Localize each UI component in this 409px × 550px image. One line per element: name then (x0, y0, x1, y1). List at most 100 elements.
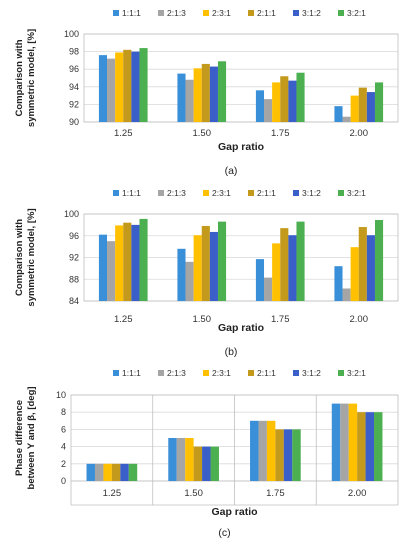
bar-2-1-3-1.25 (107, 241, 116, 301)
bar-2-3-1-2.00 (348, 403, 358, 481)
bar-3-1-2-1.75 (283, 429, 293, 481)
bar-2-1-3-1.75 (264, 277, 273, 301)
legend-swatch-2-1-3 (158, 370, 164, 376)
legend-swatch-3-1-2 (293, 10, 299, 16)
bar-2-1-1-1.75 (275, 429, 284, 481)
bar-3-1-2-1.25 (131, 51, 140, 122)
bar-2-3-1-1.25 (115, 52, 124, 123)
y-tick-label: 10 (56, 390, 66, 400)
y-tick-label: 6 (61, 424, 66, 434)
y-tick-label: 96 (69, 64, 79, 74)
legend-label: 1:1:1 (122, 188, 141, 198)
legend-swatch-2-1-1 (248, 190, 254, 196)
legend-label: 2:1:1 (257, 8, 276, 18)
bar-3-2-1-2.00 (374, 412, 383, 481)
y-tick-label: 2 (61, 459, 66, 469)
bar-2-3-1-1.75 (266, 420, 276, 481)
legend-swatch-2-1-1 (248, 370, 254, 376)
legend-swatch-3-2-1 (338, 190, 344, 196)
bar-2-1-3-1.50 (176, 438, 186, 481)
bar-2-3-1-1.75 (272, 82, 281, 122)
bar-2-3-1-1.25 (115, 225, 124, 301)
bar-3-2-1-1.50 (210, 446, 219, 481)
bar-2-3-1-2.00 (350, 95, 359, 122)
bar-3-1-2-2.00 (366, 92, 375, 122)
bar-1-1-1-1.25 (98, 234, 108, 301)
bar-3-1-2-1.50 (209, 66, 218, 122)
bar-2-1-1-1.75 (280, 76, 289, 122)
bar-2-3-1-2.00 (350, 247, 359, 301)
bar-2-1-1-2.00 (358, 87, 367, 122)
y-tick-label: 98 (69, 47, 79, 57)
bar-1-1-1-1.25 (86, 463, 95, 481)
legend-label: 3:2:1 (347, 8, 366, 18)
x-axis-label: Gap ratio (211, 506, 257, 518)
x-tick-label: 2.00 (348, 488, 367, 499)
legend-label: 2:1:1 (257, 188, 276, 198)
legend-swatch-1-1-1 (113, 190, 119, 196)
bar-1-1-1-1.75 (255, 259, 265, 301)
bar-3-2-1-1.75 (292, 429, 301, 481)
bar-2-1-1-1.50 (193, 446, 203, 481)
bar-3-2-1-2.00 (374, 219, 384, 301)
bar-3-2-1-1.25 (139, 218, 148, 301)
bar-3-2-1-2.00 (374, 82, 384, 122)
legend-label: 1:1:1 (122, 8, 141, 18)
bar-2-1-1-1.75 (280, 228, 289, 301)
legend-swatch-2-1-1 (248, 10, 254, 16)
bar-1-1-1-1.75 (255, 90, 265, 122)
y-tick-label: 88 (69, 274, 79, 284)
bar-2-3-1-1.50 (185, 438, 194, 481)
bar-3-1-2-2.00 (365, 412, 375, 481)
legend-label: 3:1:2 (302, 368, 321, 378)
bar-2-1-3-1.50 (185, 79, 194, 122)
bar-1-1-1-2.00 (334, 106, 343, 122)
y-tick-label: 94 (69, 82, 79, 92)
bar-2-1-1-1.50 (201, 225, 210, 301)
x-axis-label: Gap ratio (218, 322, 264, 334)
legend-swatch-3-1-2 (293, 370, 299, 376)
y-tick-label: 84 (69, 296, 79, 306)
bar-2-1-3-2.00 (342, 116, 351, 122)
x-tick-label: 1.75 (271, 314, 290, 325)
legend-swatch-2-3-1 (203, 10, 209, 16)
y-tick-label: 96 (69, 231, 79, 241)
chart-panel-1: 1:1:1 2:1:3 2:3:1 2:1:1 3:1:2 3:2:1 90 92 94 96 98… (14, 8, 399, 177)
y-tick-label: 92 (69, 99, 79, 109)
bar-3-1-2-1.50 (202, 446, 211, 481)
bar-2-1-1-2.00 (358, 227, 367, 301)
bar-2-1-3-1.25 (94, 463, 104, 481)
y-axis-label: Comparison withsymmetric model, [%] (14, 208, 37, 306)
x-tick-label: 1.25 (114, 128, 133, 139)
legend-label: 2:1:1 (257, 368, 276, 378)
legend-label: 3:2:1 (347, 188, 366, 198)
y-axis-label: Phase differencebetween Y and β, [deg] (14, 386, 37, 489)
legend-swatch-3-1-2 (293, 190, 299, 196)
x-axis-label: Gap ratio (218, 141, 264, 153)
chart-panel-2: 1:1:1 2:1:3 2:3:1 2:1:1 3:1:2 3:2:1 84 88 92 96 10… (14, 188, 399, 358)
bar-3-1-2-1.25 (120, 463, 129, 481)
bar-2-1-1-1.25 (123, 49, 132, 123)
x-tick-label: 1.75 (271, 128, 290, 139)
legend-label: 2:1:3 (167, 188, 186, 198)
bar-3-2-1-1.25 (139, 48, 148, 122)
bar-2-1-3-1.75 (258, 420, 267, 481)
bar-1-1-1-2.00 (334, 266, 343, 301)
x-tick-label: 1.50 (184, 488, 203, 499)
bar-1-1-1-1.50 (168, 438, 177, 481)
legend-swatch-3-2-1 (338, 370, 344, 376)
x-tick-label: 1.50 (193, 128, 212, 139)
legend-swatch-2-1-3 (158, 190, 164, 196)
y-tick-label: 100 (64, 29, 79, 39)
bar-2-1-1-1.50 (201, 63, 210, 122)
bar-2-1-3-1.50 (185, 261, 194, 301)
bar-3-1-2-2.00 (366, 235, 375, 301)
x-tick-label: 1.25 (103, 488, 122, 499)
bar-1-1-1-1.50 (177, 248, 186, 301)
panel-caption: (a) (225, 165, 238, 177)
legend-swatch-3-2-1 (338, 10, 344, 16)
y-tick-label: 100 (64, 209, 79, 219)
legend-label: 3:1:2 (302, 8, 321, 18)
legend-label: 2:1:3 (167, 368, 186, 378)
